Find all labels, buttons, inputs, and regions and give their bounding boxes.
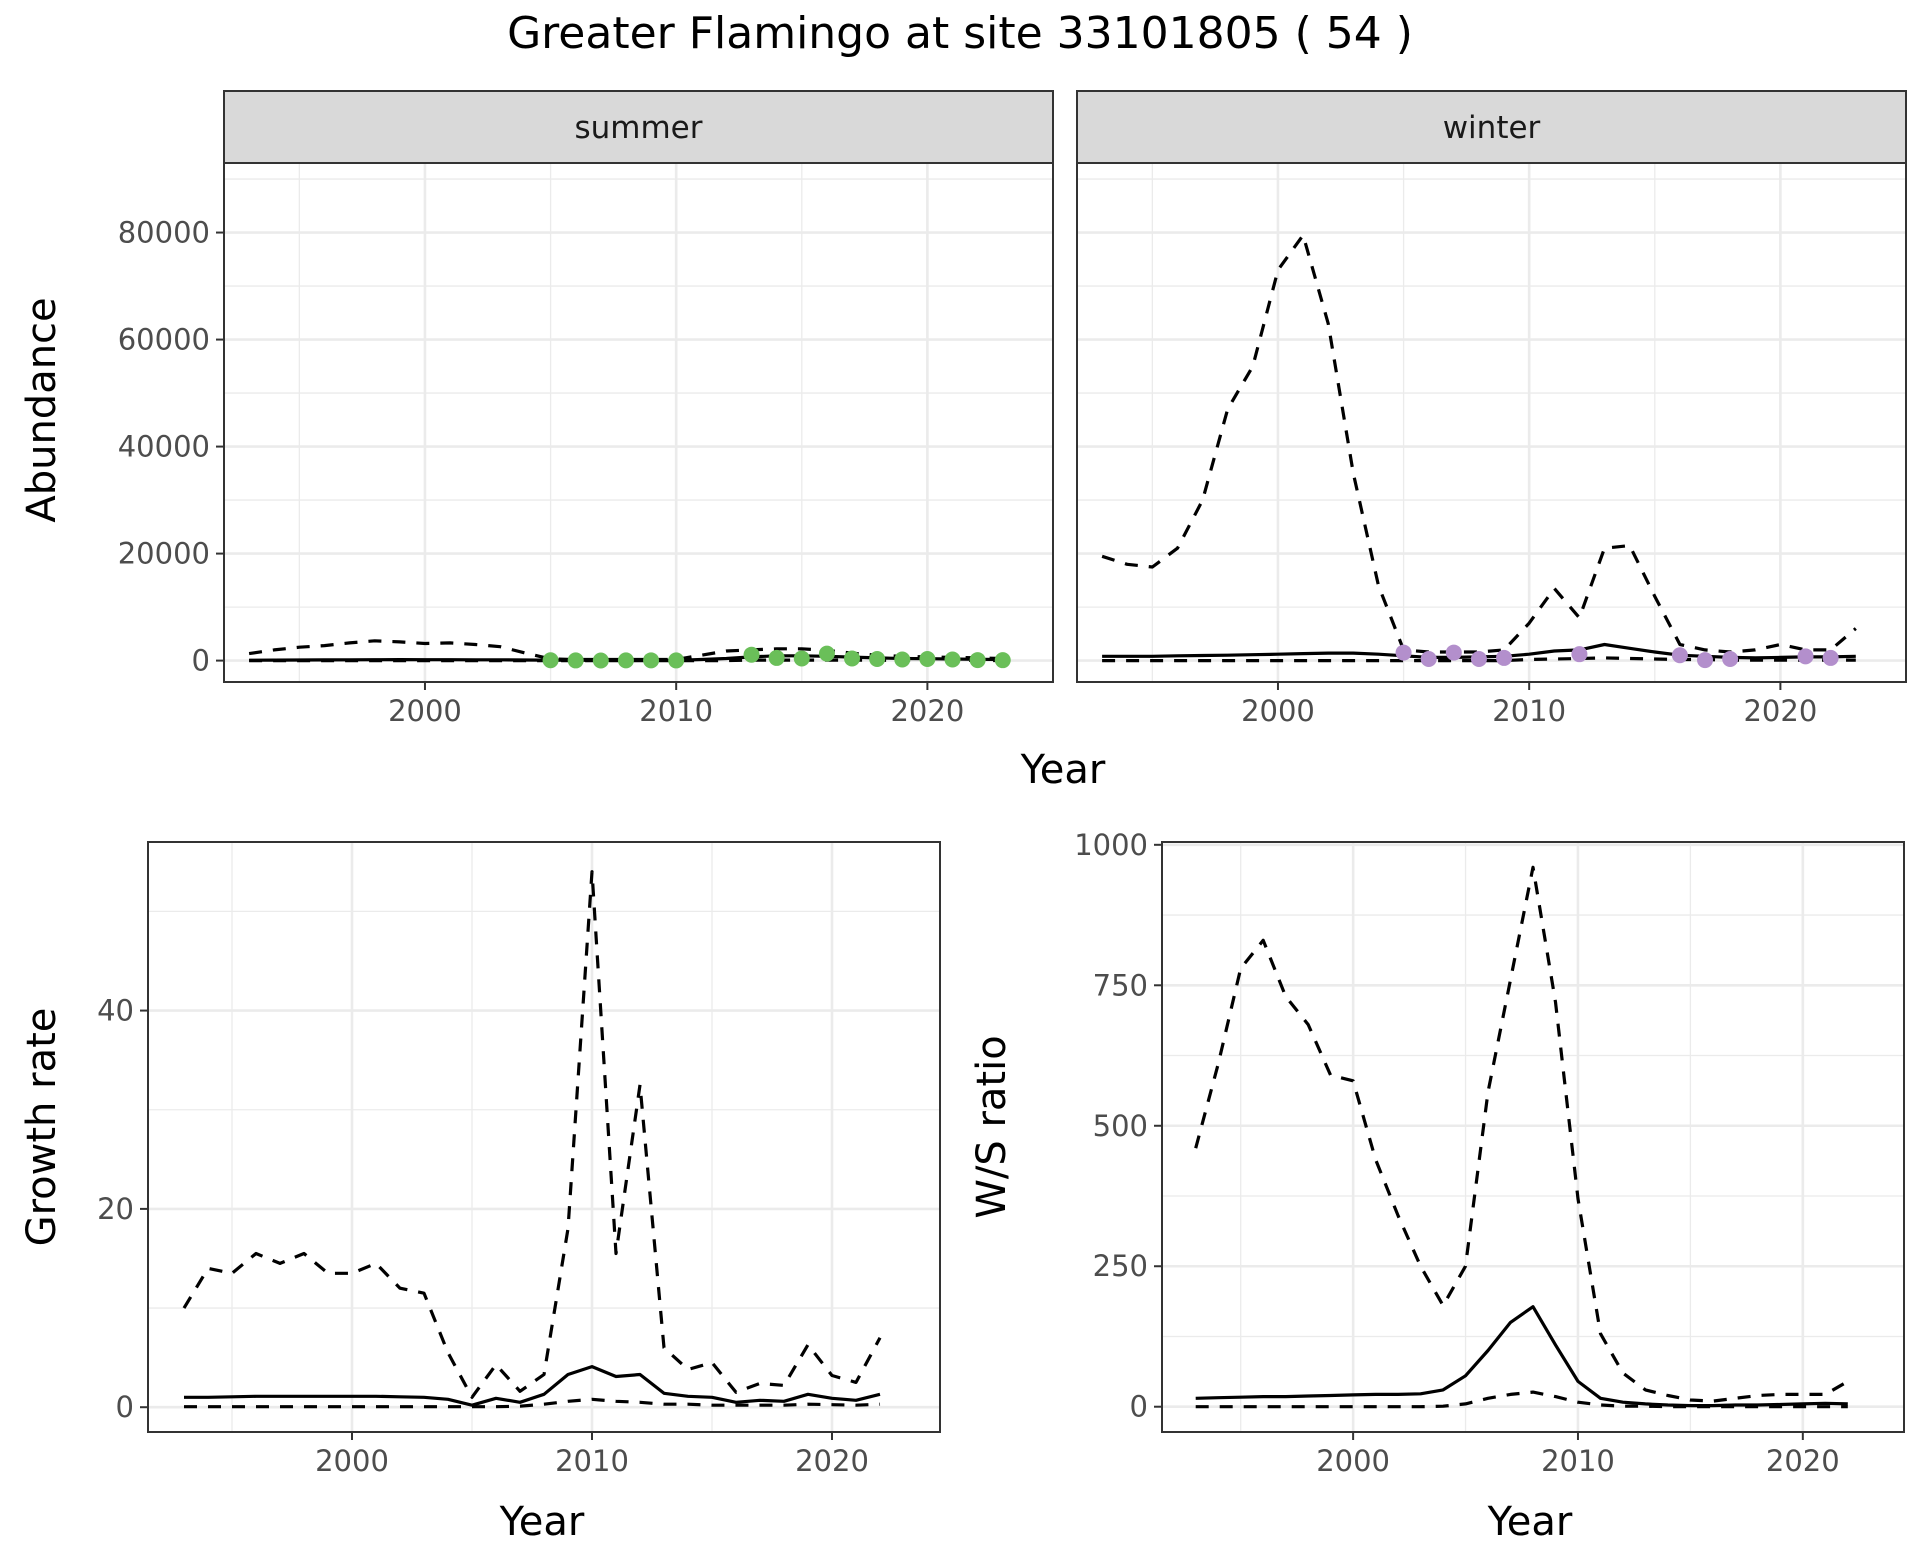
abundance-winter-observed-point (1722, 650, 1739, 667)
ws-ratio-x-tick-label: 2020 (1766, 1444, 1840, 1478)
abundance-summer-y-tick-label: 20000 (118, 537, 210, 571)
growth-rate-y-tick-label: 20 (97, 1192, 134, 1226)
abundance-winter-observed-point (1470, 650, 1487, 667)
abundance-summer-observed-point (668, 652, 685, 669)
abundance-winter-upper-ci-line (1101, 233, 1857, 654)
ws-ratio-y-tick-label: 500 (1093, 1109, 1148, 1143)
ws-ratio-x-tick-label: 2000 (1316, 1444, 1390, 1478)
ws-ratio-panel: 2000 2010 2020 0 250 500 750 1000 (1074, 828, 1905, 1478)
abundance-y-axis-title: Abundance (19, 297, 65, 522)
abundance-summer-y-tick-label: 40000 (118, 430, 210, 464)
abundance-summer-x-tick-label: 2000 (388, 694, 462, 728)
abundance-winter-observed-point (1445, 644, 1462, 661)
ws-ratio-y-tick-label: 0 (1130, 1390, 1148, 1424)
abundance-summer-y-tick-label: 80000 (118, 216, 210, 250)
abundance-winter-observed-point (1395, 644, 1412, 661)
growth-rate-x-tick-label: 2000 (315, 1444, 389, 1478)
abundance-summer-observed-point (592, 652, 609, 669)
abundance-summer-observed-point (743, 646, 760, 663)
abundance-summer-observed-point (542, 652, 559, 669)
abundance-chart: 2000 2010 2020020000400006000080000summer … (19, 90, 1907, 793)
abundance-summer-x-tick-label: 2010 (639, 694, 713, 728)
growth-rate-y-tick-label: 0 (116, 1390, 134, 1424)
abundance-summer-observed-point (617, 652, 634, 669)
abundance-winter-strip (1076, 90, 1907, 164)
ws-ratio-x-axis-title: Year (1487, 1499, 1573, 1545)
growth-rate-y-axis-title: Growth rate (19, 1008, 65, 1247)
ws-ratio-lower-ci-line (1195, 1390, 1848, 1409)
abundance-summer-observed-point (919, 650, 936, 667)
abundance-summer-x-tick-label: 2020 (890, 694, 964, 728)
abundance-summer-observed-point (969, 652, 986, 669)
abundance-summer-observed-point (894, 651, 911, 668)
figure-title: Greater Flamingo at site 33101805 ( 54 ) (507, 8, 1413, 59)
abundance-summer-observed-point (869, 650, 886, 667)
ws-ratio-estimate-line (1195, 1305, 1848, 1408)
abundance-summer-observed-point (944, 651, 961, 668)
abundance-summer-observed-point (994, 652, 1011, 669)
abundance-winter-x-tick-label: 2010 (1492, 694, 1566, 728)
abundance-winter-strip-label: winter (1443, 110, 1541, 146)
abundance-summer-strip-label: summer (574, 110, 702, 146)
ws-ratio-upper-ci-line (1194, 865, 1849, 1403)
ws-ratio-y-tick-label: 250 (1093, 1249, 1148, 1283)
abundance-winter-x-tick-label: 2000 (1241, 694, 1315, 728)
abundance-summer-observed-point (844, 650, 861, 667)
abundance-winter-observed-point (1420, 650, 1437, 667)
abundance-winter-panel: 2000 2010 2020 winter (1076, 90, 1907, 728)
abundance-winter-observed-point (1822, 649, 1839, 666)
growth-rate-chart: 2000 2010 2020 0 20 40 Growth rate Year (19, 841, 941, 1545)
ws-ratio-y-tick-label: 1000 (1074, 828, 1148, 862)
growth-rate-panel: 2000 2010 2020 0 20 40 (97, 841, 941, 1478)
abundance-summer-strip (223, 90, 1054, 164)
abundance-winter-x-tick-label: 2020 (1743, 694, 1817, 728)
abundance-winter-observed-point (1496, 649, 1513, 666)
growth-rate-x-tick-label: 2020 (795, 1444, 869, 1478)
abundance-winter-observed-point (1797, 648, 1814, 665)
abundance-summer-y-tick-label: 60000 (118, 323, 210, 357)
abundance-winter-observed-point (1571, 646, 1588, 663)
abundance-summer-panel: 2000 2010 2020 0 20000 40000 60000 80000 summer (118, 90, 1054, 728)
abundance-summer-observed-point (818, 645, 835, 662)
growth-rate-panel-border (147, 841, 941, 1433)
ws-ratio-x-tick-label: 2010 (1541, 1444, 1615, 1478)
abundance-summer-observed-point (793, 650, 810, 667)
abundance-summer-observed-point (768, 649, 785, 666)
abundance-winter-observed-point (1671, 647, 1688, 664)
abundance-x-axis-title: Year (1020, 747, 1106, 793)
ws-ratio-panel-border (1161, 841, 1905, 1433)
ws-ratio-chart: 2000 2010 2020 0 250 500 750 1000 W/S ratio Yea… (969, 828, 1905, 1545)
abundance-winter-observed-point (1697, 652, 1714, 669)
growth-rate-y-tick-label: 40 (97, 994, 134, 1028)
growth-rate-x-tick-label: 2010 (555, 1444, 629, 1478)
abundance-summer-observed-point (643, 652, 660, 669)
abundance-summer-y-tick-label: 0 (192, 644, 210, 678)
ws-ratio-y-tick-label: 750 (1093, 968, 1148, 1002)
growth-rate-upper-ci-line (182, 870, 882, 1399)
growth-rate-estimate-line (184, 1365, 881, 1407)
ws-ratio-y-axis-title: W/S ratio (969, 1035, 1015, 1218)
growth-rate-lower-ci-line (184, 1397, 881, 1409)
growth-rate-x-axis-title: Year (499, 1499, 585, 1545)
abundance-summer-observed-point (567, 652, 584, 669)
